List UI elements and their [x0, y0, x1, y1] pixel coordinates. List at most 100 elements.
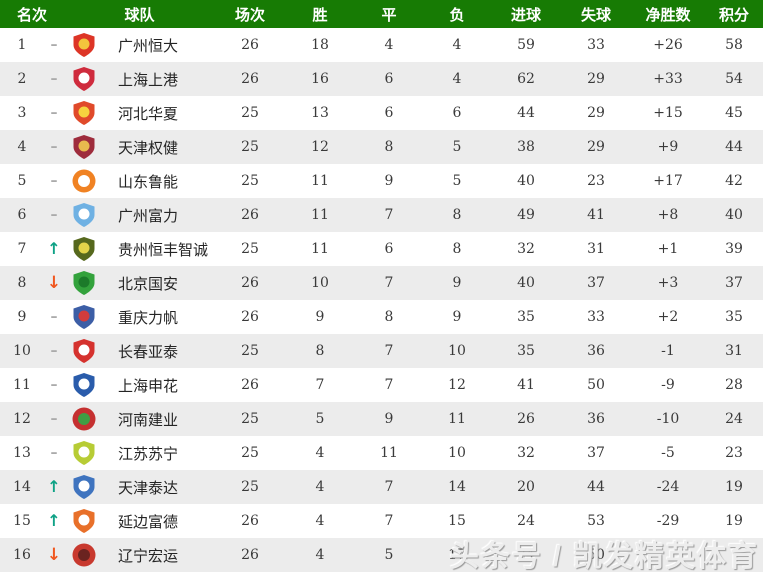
cell-played: 25: [241, 445, 259, 461]
cell-draw: 7: [384, 275, 394, 291]
cell-win: 8: [315, 343, 325, 359]
no-change-icon: –: [50, 411, 58, 427]
team-logo: [64, 134, 104, 160]
cell-win: 12: [311, 139, 329, 155]
table-row: 14 ↑ 天津泰达 25 4 7 14 20 44 -24 19: [0, 470, 763, 504]
table-row: 1 – 广州恒大 26 18 4 4 59 33 +26 58: [0, 28, 763, 62]
cell-loss: 6: [452, 105, 462, 121]
table-body: 1– 广州恒大 26 18 4 4 59 33 +26 58 2– 上海上港 26 16 6 4 62 29 +33…: [0, 28, 763, 572]
rank-cell: 10: [13, 343, 31, 359]
cell-gf: 24: [517, 513, 535, 529]
cell-gd: -5: [661, 445, 675, 461]
no-change-icon: –: [50, 37, 58, 53]
cell-played: 26: [241, 513, 259, 529]
rank-cell: 1: [17, 37, 27, 53]
cell-gf: 26: [517, 411, 535, 427]
team-name: 江苏苏宁: [118, 444, 179, 463]
cell-gd: +26: [653, 37, 683, 53]
team-logo: [64, 372, 104, 398]
cell-gf: 24: [517, 547, 535, 563]
cell-win: 9: [315, 309, 325, 325]
cell-gf: 40: [517, 275, 535, 291]
table-row: 13 – 江苏苏宁 25 4 11 10 32 37 -5 23: [0, 436, 763, 470]
column-header-rank: 名次: [16, 6, 47, 24]
no-change-icon: –: [50, 71, 58, 87]
cell-played: 25: [241, 343, 259, 359]
team-logo: [64, 406, 104, 432]
cell-gf: 40: [517, 173, 535, 189]
cell-gd: +33: [653, 71, 683, 87]
cell-loss: 5: [452, 173, 462, 189]
cell-draw: 7: [384, 343, 394, 359]
cell-played: 26: [241, 309, 259, 325]
cell-played: 25: [241, 479, 259, 495]
cell-gf: 62: [517, 71, 535, 87]
cell-ga: 31: [587, 241, 605, 257]
table-row: 15 ↑ 延边富德 26 4 7 15 24 53 -29 19: [0, 504, 763, 538]
cell-win: 11: [311, 241, 329, 257]
cell-loss: 8: [452, 241, 462, 257]
cell-draw: 8: [384, 139, 394, 155]
cell-win: 4: [315, 513, 325, 529]
team-name: 上海上港: [118, 70, 179, 89]
cell-ga: 29: [587, 71, 605, 87]
column-header-team: 球队: [124, 6, 155, 24]
cell-played: 25: [241, 139, 259, 155]
cell-pts: 24: [725, 411, 743, 427]
team-name: 河南建业: [118, 410, 179, 429]
down-arrow-icon: ↓: [46, 544, 62, 565]
rank-cell: 4: [17, 139, 27, 155]
cell-draw: 8: [384, 309, 394, 325]
cell-loss: 4: [452, 37, 462, 53]
no-change-icon: –: [50, 207, 58, 223]
cell-played: 26: [241, 377, 259, 393]
cell-loss: 11: [448, 411, 466, 427]
cell-loss: 10: [448, 445, 466, 461]
cell-gd: +3: [657, 275, 679, 291]
rank-cell: 2: [17, 71, 27, 87]
cell-draw: 9: [384, 411, 394, 427]
cell-loss: 17: [448, 547, 466, 563]
cell-gf: 38: [517, 139, 535, 155]
team-logo: [64, 66, 104, 92]
rank-cell: 15: [13, 513, 31, 529]
team-name: 贵州恒丰智诚: [118, 240, 209, 259]
team-name: 天津权健: [118, 138, 179, 157]
team-logo: [64, 168, 104, 194]
cell-played: 26: [241, 547, 259, 563]
cell-pts: 35: [725, 309, 743, 325]
cell-ga: 29: [587, 105, 605, 121]
cell-loss: 5: [452, 139, 462, 155]
cell-played: 26: [241, 207, 259, 223]
team-name: 河北华夏: [118, 104, 179, 123]
cell-loss: 14: [448, 479, 466, 495]
team-logo: [64, 542, 104, 568]
team-name: 上海申花: [118, 376, 179, 395]
cell-win: 13: [311, 105, 329, 121]
up-arrow-icon: ↑: [47, 511, 61, 530]
cell-win: 7: [315, 377, 325, 393]
cell-gd: +9: [657, 139, 679, 155]
team-name: 长春亚泰: [118, 342, 179, 361]
team-logo: [64, 304, 104, 330]
cell-draw: 6: [384, 71, 394, 87]
table-row: 4 – 天津权健 25 12 8 5 38 29 +9 44: [0, 130, 763, 164]
team-name: 广州恒大: [118, 36, 179, 55]
cell-win: 11: [311, 207, 329, 223]
cell-draw: 11: [380, 445, 398, 461]
cell-ga: 37: [587, 445, 605, 461]
team-name: 延边富德: [118, 512, 179, 531]
table-row: 10 – 长春亚泰 25 8 7 10 35 36 -1 31: [0, 334, 763, 368]
up-arrow-icon: ↑: [47, 477, 61, 496]
table-row: 9 – 重庆力帆 26 9 8 9 35 33 +2 35: [0, 300, 763, 334]
cell-loss: 15: [448, 513, 466, 529]
rank-cell: 9: [17, 309, 27, 325]
cell-ga: 23: [587, 173, 605, 189]
column-header-played: 场次: [234, 6, 265, 24]
table-row: 5 – 山东鲁能 25 11 9 5 40 23 +17 42: [0, 164, 763, 198]
rank-cell: 11: [13, 377, 31, 393]
cell-draw: 7: [384, 479, 394, 495]
cell-pts: 19: [725, 513, 743, 529]
team-logo: [64, 32, 104, 58]
